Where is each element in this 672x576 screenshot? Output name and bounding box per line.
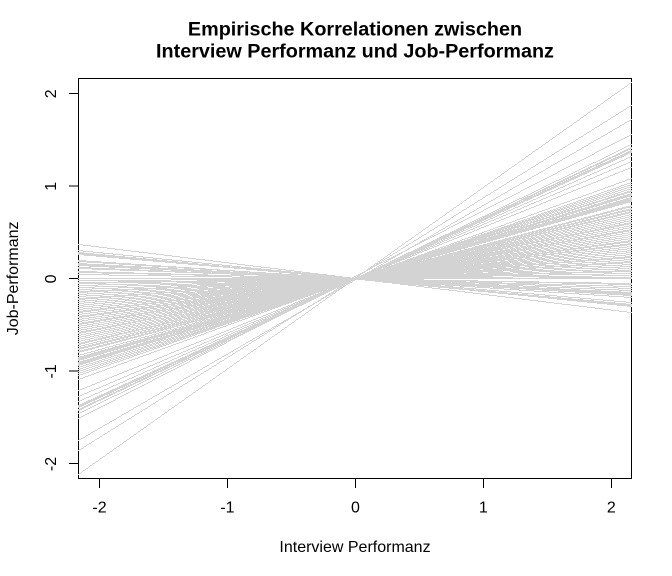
svg-text:-1: -1 [220, 500, 234, 517]
svg-text:-2: -2 [43, 457, 60, 471]
svg-text:Interview Performanz und Job-P: Interview Performanz und Job-Performanz [156, 41, 554, 63]
svg-text:-1: -1 [43, 364, 60, 378]
svg-text:-2: -2 [92, 500, 106, 517]
svg-text:Interview Performanz: Interview Performanz [279, 539, 430, 556]
svg-text:1: 1 [43, 182, 60, 191]
svg-text:0: 0 [351, 500, 360, 517]
svg-text:Empirische Korrelationen zwisc: Empirische Korrelationen zwischen [188, 19, 522, 41]
svg-text:2: 2 [43, 89, 60, 98]
svg-text:1: 1 [479, 500, 488, 517]
svg-text:0: 0 [43, 274, 60, 283]
svg-text:2: 2 [607, 500, 616, 517]
svg-text:Job-Performanz: Job-Performanz [5, 221, 22, 335]
